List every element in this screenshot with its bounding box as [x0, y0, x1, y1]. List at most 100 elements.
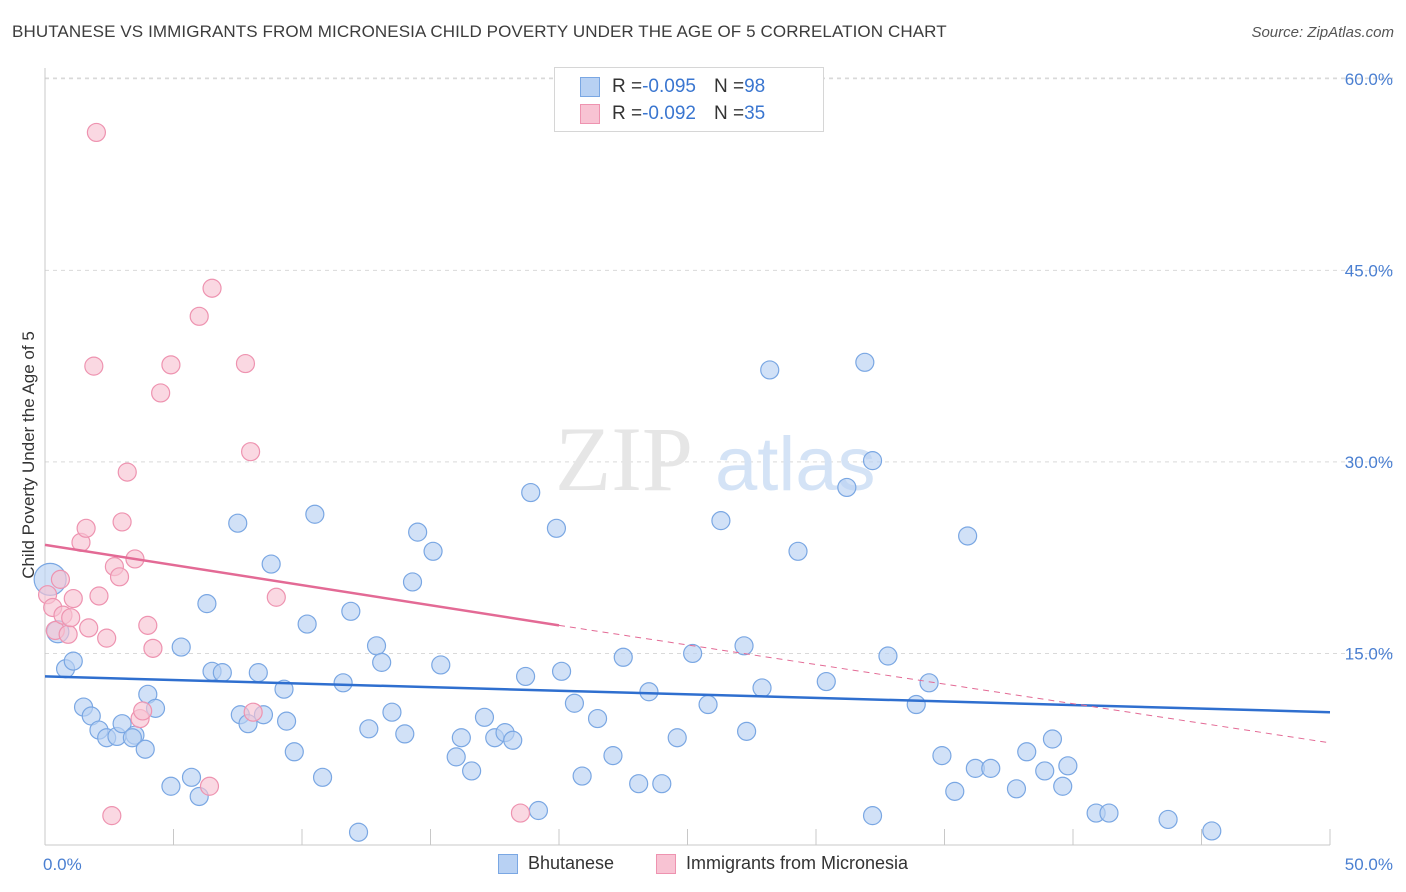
bhutanese-point	[546, 518, 567, 538]
bhutanese-point	[402, 572, 423, 592]
bhutanese-point	[274, 679, 294, 699]
bhutanese-point	[667, 728, 687, 748]
bhutanese-point	[341, 601, 361, 621]
bhutanese-trend-line	[44, 675, 1331, 714]
micronesia-point	[109, 567, 130, 587]
bhutanese-point	[528, 800, 549, 821]
micronesia-point	[86, 122, 107, 143]
micronesia-point	[151, 383, 171, 403]
legend-n-value: 35	[744, 103, 766, 124]
bhutanese-point	[503, 730, 523, 750]
bhutanese-point	[333, 673, 353, 693]
series-swatch-blue	[498, 853, 518, 874]
micronesia-point	[133, 701, 153, 721]
correlation-legend: R = -0.095 N = 98 R = -0.092 N = 35	[554, 67, 824, 132]
bhutanese-point	[1035, 761, 1055, 781]
bhutanese-point	[135, 739, 155, 759]
legend-swatch-pink	[580, 104, 600, 124]
series-label-bhutanese: Bhutanese	[528, 853, 615, 873]
bhutanese-point	[276, 711, 297, 731]
micronesia-point	[79, 618, 99, 638]
series-label-micronesia: Immigrants from Micronesia	[686, 853, 909, 873]
bhutanese-point	[837, 477, 857, 498]
bhutanese-point	[1053, 776, 1073, 796]
bhutanese-point	[312, 767, 333, 787]
micronesia-point	[58, 624, 78, 644]
axes	[44, 68, 1331, 846]
bhutanese-point	[366, 636, 387, 656]
bhutanese-point	[587, 708, 608, 729]
bhutanese-point	[1099, 803, 1119, 823]
bhutanese-point	[112, 714, 132, 734]
bhutanese-point	[284, 742, 304, 762]
bhutanese-point	[564, 693, 585, 713]
bhutanese-point	[521, 482, 541, 503]
micronesia-point	[235, 353, 256, 374]
bhutanese-point	[572, 766, 592, 786]
y-tick-label: 45.0%	[1345, 261, 1393, 280]
bhutanese-point	[711, 511, 731, 531]
legend-row-bhutanese: R = -0.095 N = 98	[555, 74, 765, 100]
bhutanese-point	[1158, 809, 1178, 830]
bhutanese-point	[932, 746, 952, 766]
bhutanese-point	[181, 767, 202, 787]
micronesia-point	[63, 588, 83, 609]
bhutanese-point	[395, 724, 415, 744]
bhutanese-point	[551, 661, 572, 681]
bhutanese-point	[981, 758, 1001, 778]
watermark-zip: ZIP	[555, 408, 693, 510]
micronesia-point	[89, 586, 109, 606]
micronesia-point	[266, 587, 286, 607]
series-legend-micronesia[interactable]: Immigrants from Micronesia	[656, 853, 908, 874]
bhutanese-point	[171, 637, 191, 657]
bhutanese-point	[261, 554, 281, 574]
chart-source: Source: ZipAtlas.com	[1251, 24, 1394, 41]
bhutanese-point	[372, 652, 392, 672]
bhutanese-point	[919, 673, 939, 693]
bhutanese-point	[212, 663, 232, 683]
bhutanese-points	[33, 352, 1222, 842]
bhutanese-point	[734, 636, 754, 656]
bhutanese-point	[752, 678, 772, 698]
bhutanese-point	[737, 721, 757, 741]
bhutanese-point	[359, 719, 379, 739]
micronesia-trend-extension	[558, 624, 1331, 744]
bhutanese-point	[629, 774, 649, 794]
micronesia-point	[84, 356, 104, 376]
bhutanese-point	[698, 694, 718, 715]
micronesia-point	[97, 628, 117, 648]
micronesia-point	[189, 306, 209, 326]
bhutanese-point	[862, 806, 883, 826]
bhutanese-point	[878, 646, 898, 666]
bhutanese-point	[474, 707, 495, 727]
bhutanese-point	[862, 451, 883, 471]
bhutanese-point	[652, 774, 672, 794]
micronesia-point	[102, 806, 122, 826]
legend-r-value: -0.095	[642, 76, 696, 97]
series-legend: Bhutanese Immigrants from Micronesia	[0, 850, 1406, 878]
bhutanese-point	[515, 666, 536, 687]
trend-lines	[44, 543, 1331, 744]
legend-n-value: 98	[744, 76, 766, 97]
x-tick-label: 50.0%	[1345, 855, 1393, 874]
bhutanese-point	[462, 761, 482, 781]
bhutanese-point	[161, 776, 181, 796]
bhutanese-point	[408, 522, 428, 542]
bhutanese-point	[958, 526, 978, 546]
bhutanese-point	[446, 747, 466, 767]
bhutanese-point	[305, 504, 325, 524]
micronesia-point	[112, 512, 132, 532]
bhutanese-point	[197, 594, 217, 614]
y-tick-label: 60.0%	[1345, 70, 1393, 89]
x-tick-label: 0.0%	[43, 855, 82, 874]
bhutanese-point	[788, 541, 808, 561]
bhutanese-point	[348, 822, 369, 842]
series-swatch-pink	[656, 853, 676, 874]
bhutanese-point	[122, 728, 142, 748]
micronesia-point	[243, 702, 263, 722]
series-legend-bhutanese[interactable]: Bhutanese	[498, 853, 614, 874]
bhutanese-point	[451, 728, 471, 748]
micronesia-point	[117, 462, 137, 482]
micronesia-point	[138, 615, 158, 635]
y-tick-label: 30.0%	[1345, 453, 1393, 472]
